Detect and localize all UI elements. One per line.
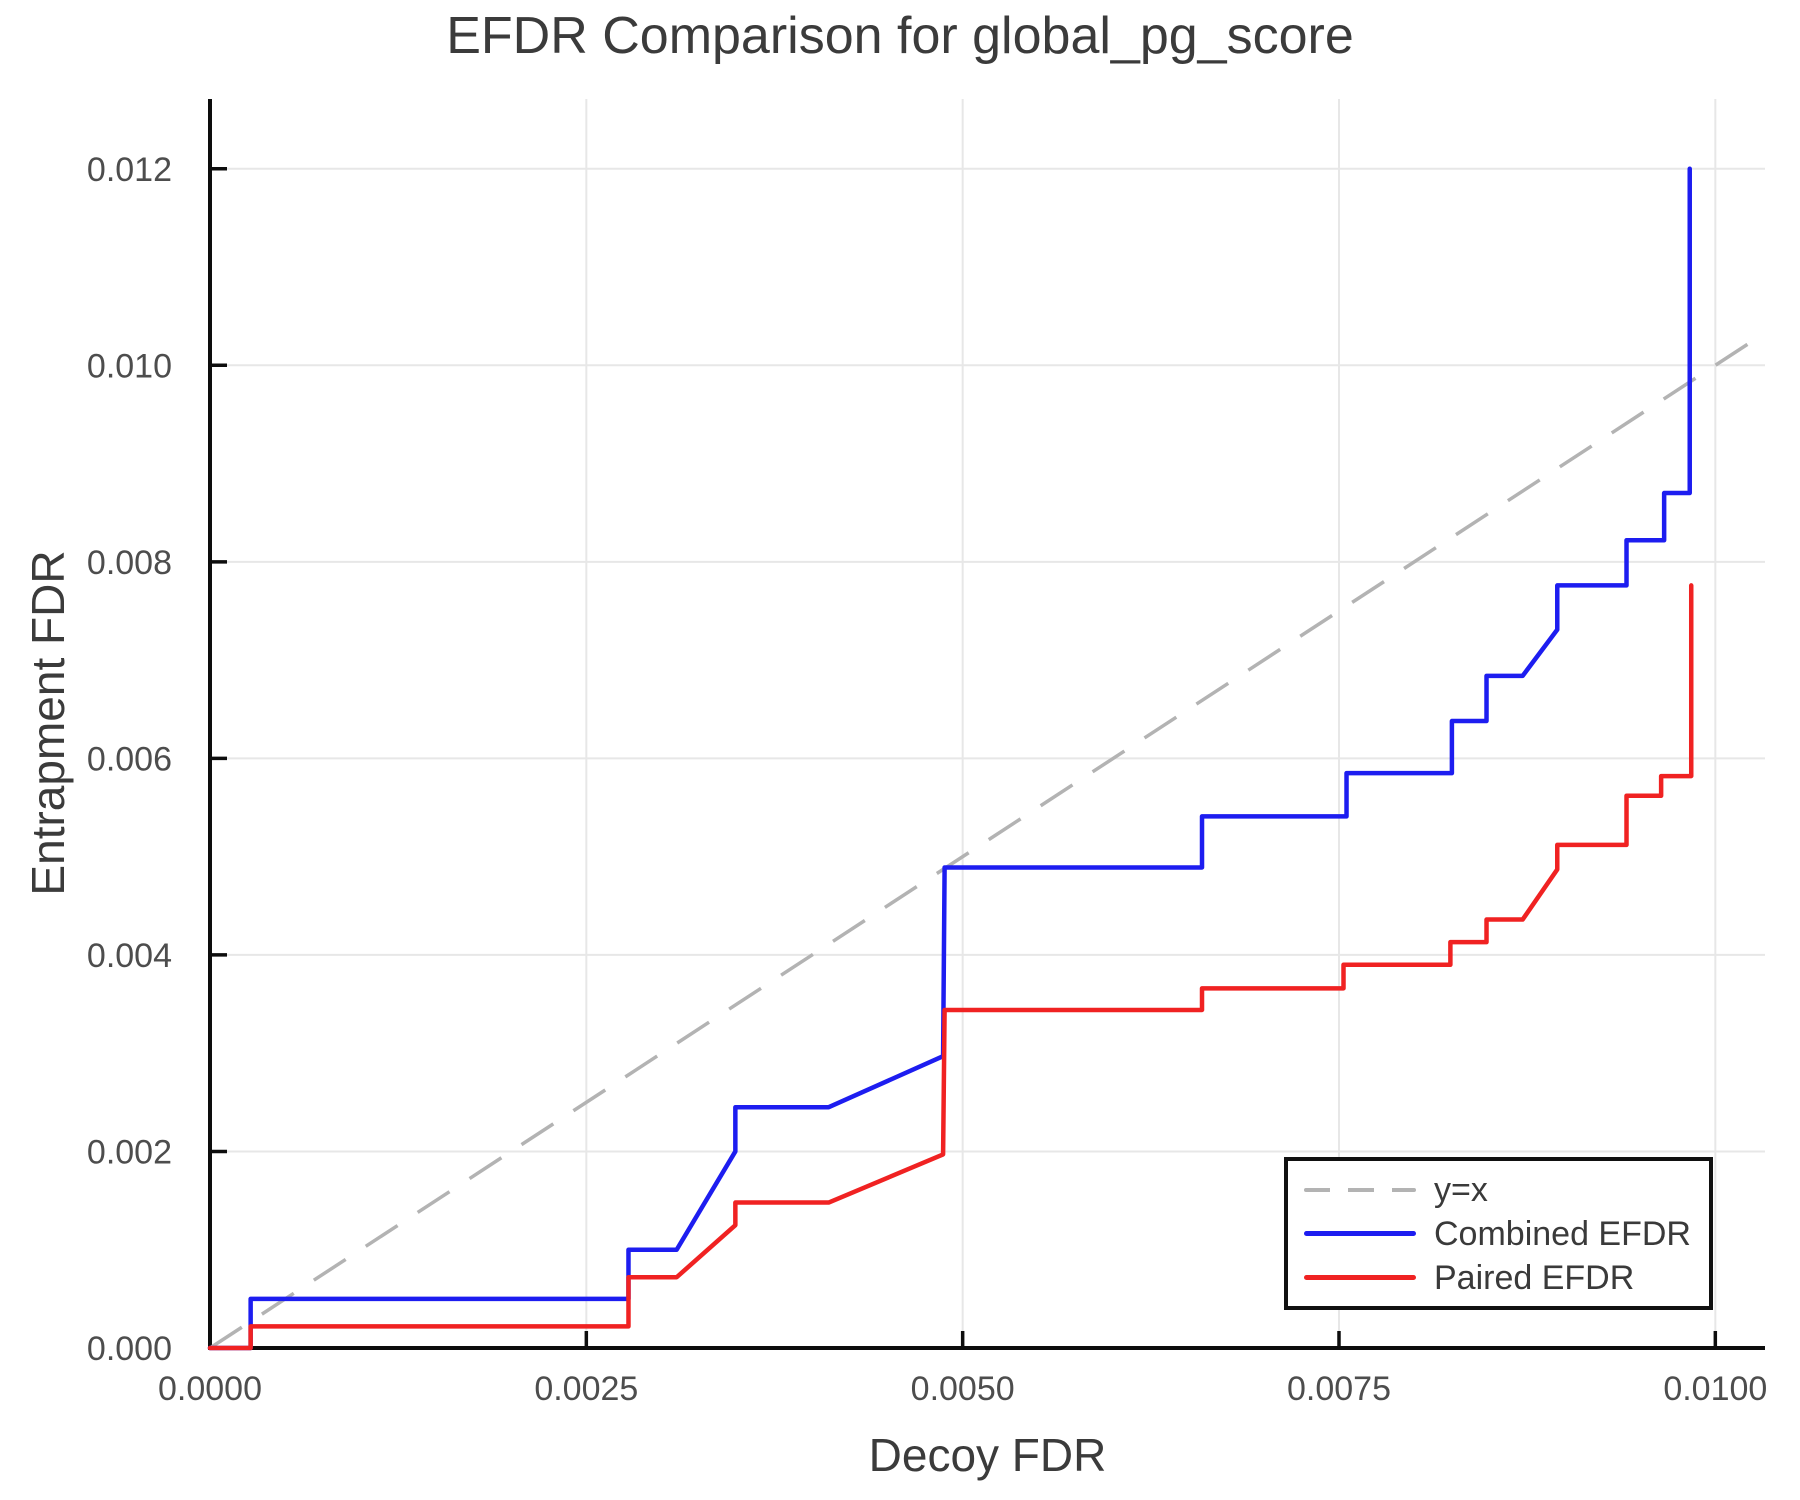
y-tick-label: 0.002 <box>87 1133 172 1171</box>
legend-label: y=x <box>1434 1170 1488 1209</box>
y-tick-label: 0.000 <box>87 1330 172 1368</box>
legend-entry-combined-efdr: Combined EFDR <box>1304 1213 1709 1255</box>
x-tick-label: 0.0025 <box>534 1370 638 1408</box>
x-tick-label: 0.0075 <box>1287 1370 1391 1408</box>
x-axis-title: Decoy FDR <box>868 1429 1107 1481</box>
y-tick-label: 0.004 <box>87 937 172 975</box>
paired-efdr-line <box>207 583 1694 1351</box>
identity-line-sample <box>1304 1187 1416 1192</box>
legend-entry-paired-efdr: Paired EFDR <box>1304 1257 1709 1299</box>
y-tick-label: 0.010 <box>87 347 172 385</box>
combined-efdr-line <box>207 166 1692 1351</box>
legend-label: Paired EFDR <box>1434 1258 1635 1297</box>
y-tick-label: 0.012 <box>87 151 172 189</box>
combined-efdr-line-sample <box>1304 1231 1416 1236</box>
x-tick-label: 0.0100 <box>1663 1370 1767 1408</box>
paired-efdr-line-sample <box>1304 1275 1416 1280</box>
legend-label: Combined EFDR <box>1434 1214 1691 1253</box>
y-tick-label: 0.008 <box>87 544 172 582</box>
y-axis-title: Entrapment FDR <box>22 550 74 896</box>
legend-entry-identity: y=x <box>1304 1169 1709 1211</box>
chart-title: EFDR Comparison for global_pg_score <box>446 7 1354 65</box>
legend-box: y=x Combined EFDR Paired EFDR <box>1284 1157 1713 1310</box>
x-tick-label: 0.0000 <box>158 1370 262 1408</box>
y-tick-label: 0.006 <box>87 740 172 778</box>
x-tick-label: 0.0050 <box>911 1370 1015 1408</box>
